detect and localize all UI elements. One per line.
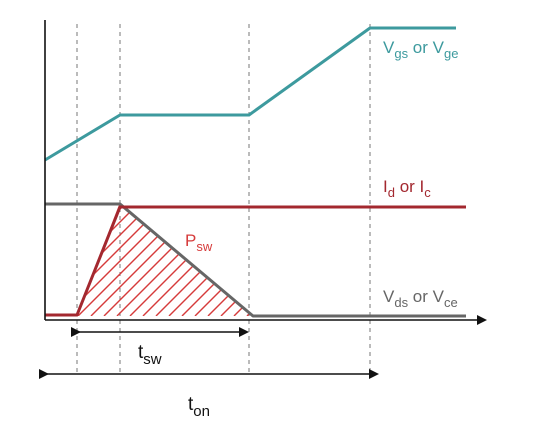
tsw-label: tsw bbox=[138, 342, 162, 368]
switching-loss-region bbox=[76, 204, 253, 317]
psw-label: Psw bbox=[185, 231, 213, 254]
vgs-label: Vgs or Vge bbox=[383, 38, 458, 61]
vgs-waveform bbox=[44, 26, 456, 162]
id-label: Id or Ic bbox=[383, 177, 431, 200]
vds-waveform bbox=[45, 202, 466, 318]
ton-label: ton bbox=[188, 394, 210, 420]
id-waveform bbox=[45, 205, 466, 317]
vds-label: Vds or Vce bbox=[383, 287, 458, 310]
switching-loss-hatch bbox=[77, 205, 253, 316]
